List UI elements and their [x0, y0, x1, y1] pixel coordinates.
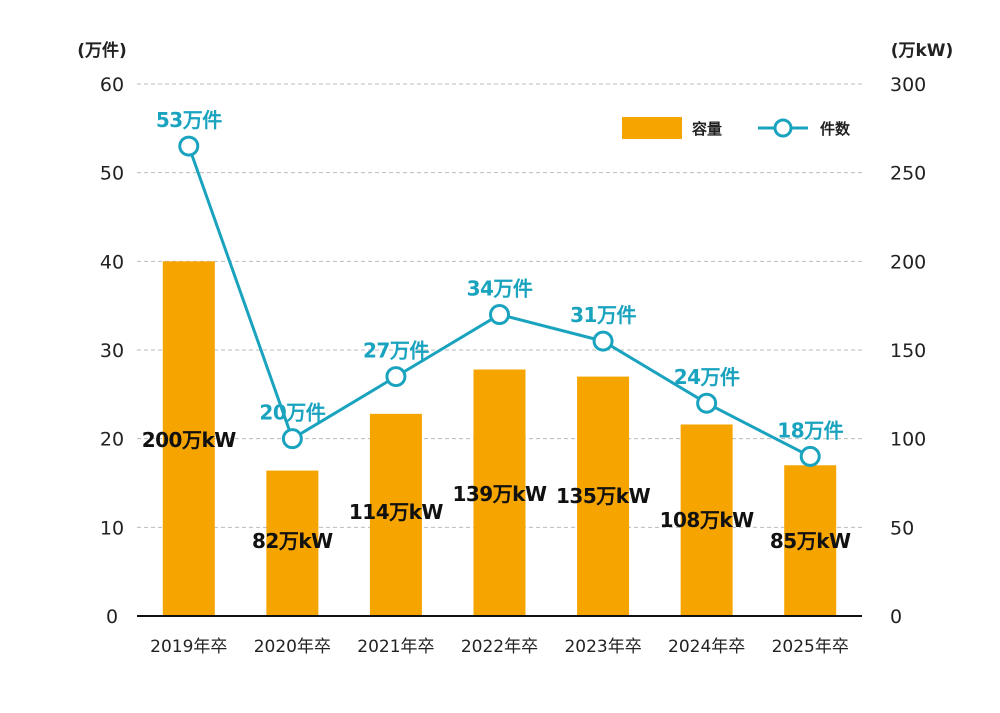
right-tick-label: 200 — [890, 251, 926, 273]
right-tick-label: 100 — [890, 429, 926, 451]
count-marker — [696, 392, 718, 414]
x-tick-label: 2021年卒 — [357, 637, 434, 657]
capacity-bar — [577, 376, 630, 616]
capacity-bar — [162, 261, 215, 616]
capacity-data-label: 85万kW — [770, 529, 851, 553]
left-tick-label: 60 — [100, 74, 124, 96]
left-tick-label: 0 — [106, 606, 118, 628]
count-marker — [385, 366, 407, 388]
x-tick-label: 2024年卒 — [668, 637, 745, 657]
count-marker — [281, 428, 303, 450]
left-tick-label: 20 — [100, 429, 124, 451]
legend-label-capacity: 容量 — [691, 120, 722, 138]
bars — [162, 261, 837, 616]
capacity-bar — [369, 413, 422, 616]
x-tick-label: 2023年卒 — [564, 637, 641, 657]
x-tick-label: 2020年卒 — [254, 637, 331, 657]
count-data-label: 27万件 — [363, 339, 429, 363]
count-marker — [489, 304, 510, 326]
capacity-data-label: 82万kW — [252, 529, 333, 553]
legend-label-count: 件数 — [820, 120, 851, 138]
capacity-bar — [784, 465, 837, 616]
left-tick-label: 30 — [100, 340, 124, 362]
count-data-label: 53万件 — [156, 108, 222, 132]
capacity-data-label: 135万kW — [556, 484, 651, 508]
count-data-label: 20万件 — [259, 401, 325, 425]
gridlines — [137, 83, 862, 528]
axes: 0 10 20 30 40 50 60 0 50 100 150 200 250 300 2019年卒 202… — [100, 74, 926, 657]
count-marker — [178, 135, 200, 157]
x-tick-label: 2022年卒 — [461, 637, 538, 657]
left-tick-label: 50 — [100, 163, 124, 185]
left-axis-unit: (万件) — [77, 40, 127, 61]
capacity-data-label: 114万kW — [349, 500, 444, 524]
count-marker — [592, 330, 614, 352]
left-tick-label: 10 — [100, 517, 124, 539]
right-axis-unit: (万kW) — [891, 41, 954, 61]
count-line — [178, 135, 821, 467]
count-data-label: 18万件 — [777, 418, 843, 442]
x-tick-label: 2025年卒 — [772, 637, 849, 657]
count-data-label: 24万件 — [674, 365, 740, 389]
count-data-label: 34万件 — [467, 277, 533, 301]
capacity-data-label: 139万kW — [452, 482, 547, 506]
count-marker — [799, 445, 821, 467]
right-tick-label: 150 — [890, 340, 926, 362]
right-tick-label: 300 — [890, 74, 926, 96]
right-tick-label: 0 — [890, 606, 902, 628]
capacity-data-label: 108万kW — [660, 508, 755, 532]
legend: 容量 件数 — [622, 117, 851, 139]
legend-swatch-capacity — [622, 117, 682, 139]
capacity-bar — [680, 424, 733, 616]
capacity-bar — [473, 369, 526, 616]
data-labels: 200万kW 82万kW 114万kW 139万kW 135万kW 108万kW 85万kW… — [142, 108, 852, 553]
right-tick-label: 50 — [890, 517, 914, 539]
legend-swatch-count-marker — [773, 118, 793, 138]
count-data-label: 31万件 — [570, 303, 636, 327]
left-tick-label: 40 — [100, 251, 124, 273]
capacity-data-label: 200万kW — [142, 428, 237, 452]
capacity-bar — [266, 470, 319, 616]
x-tick-label: 2019年卒 — [150, 637, 227, 657]
right-tick-label: 250 — [890, 163, 926, 185]
